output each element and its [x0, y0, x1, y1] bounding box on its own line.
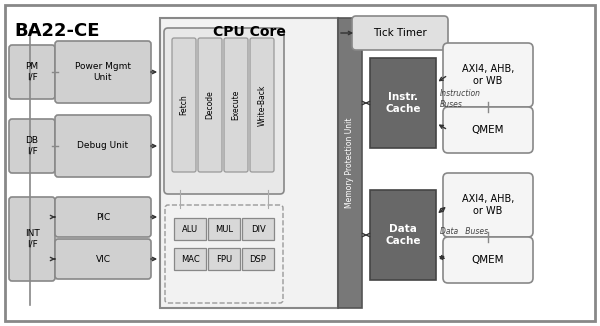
Text: DSP: DSP [250, 255, 266, 263]
Text: CPU Core: CPU Core [212, 25, 286, 39]
Text: ALU: ALU [182, 225, 198, 233]
Bar [242, 218, 274, 240]
FancyBboxPatch shape [172, 38, 196, 172]
FancyBboxPatch shape [55, 197, 151, 237]
FancyBboxPatch shape [9, 119, 55, 173]
Text: Instruction
Buses: Instruction Buses [440, 89, 481, 109]
Text: Power Mgmt
Unit: Power Mgmt Unit [75, 62, 131, 82]
FancyBboxPatch shape [443, 173, 533, 237]
FancyBboxPatch shape [55, 239, 151, 279]
FancyBboxPatch shape [224, 38, 248, 172]
Text: Memory Protection Unit: Memory Protection Unit [346, 118, 355, 208]
Text: PIC: PIC [96, 213, 110, 221]
Bar [208, 218, 240, 240]
Text: Decode: Decode [205, 91, 215, 119]
Bar [370, 58, 436, 148]
Text: Instr.
Cache: Instr. Cache [385, 92, 421, 114]
FancyBboxPatch shape [250, 38, 274, 172]
Text: Fetch: Fetch [179, 95, 188, 115]
FancyBboxPatch shape [165, 205, 283, 303]
FancyBboxPatch shape [55, 41, 151, 103]
Text: Debug Unit: Debug Unit [77, 141, 128, 151]
Text: DB
I/F: DB I/F [25, 136, 38, 156]
Text: QMEM: QMEM [472, 125, 504, 135]
Text: INT
I/F: INT I/F [25, 229, 40, 249]
Text: AXI4, AHB,
or WB: AXI4, AHB, or WB [462, 194, 514, 216]
Text: QMEM: QMEM [472, 255, 504, 265]
Text: PM
I/F: PM I/F [25, 62, 38, 82]
Text: DIV: DIV [251, 225, 265, 233]
Bar [338, 18, 362, 308]
Text: Tick Timer: Tick Timer [373, 28, 427, 38]
Bar [174, 218, 206, 240]
Text: BA22-CE: BA22-CE [14, 22, 100, 40]
FancyBboxPatch shape [198, 38, 222, 172]
Text: FPU: FPU [216, 255, 232, 263]
Text: VIC: VIC [95, 255, 110, 263]
FancyBboxPatch shape [55, 115, 151, 177]
Text: Data
Cache: Data Cache [385, 224, 421, 246]
FancyBboxPatch shape [443, 107, 533, 153]
Text: Data   Buses: Data Buses [440, 227, 488, 235]
FancyBboxPatch shape [9, 45, 55, 99]
FancyBboxPatch shape [443, 237, 533, 283]
Bar [370, 190, 436, 280]
Bar [174, 248, 206, 270]
Text: AXI4, AHB,
or WB: AXI4, AHB, or WB [462, 64, 514, 86]
Bar [242, 248, 274, 270]
Text: Execute: Execute [232, 90, 241, 120]
Text: Write-Back: Write-Back [257, 84, 266, 126]
FancyBboxPatch shape [9, 197, 55, 281]
FancyBboxPatch shape [352, 16, 448, 50]
Text: MUL: MUL [215, 225, 233, 233]
FancyBboxPatch shape [164, 28, 284, 194]
Text: MAC: MAC [181, 255, 199, 263]
FancyBboxPatch shape [443, 43, 533, 107]
Bar [208, 248, 240, 270]
Bar [160, 18, 338, 308]
